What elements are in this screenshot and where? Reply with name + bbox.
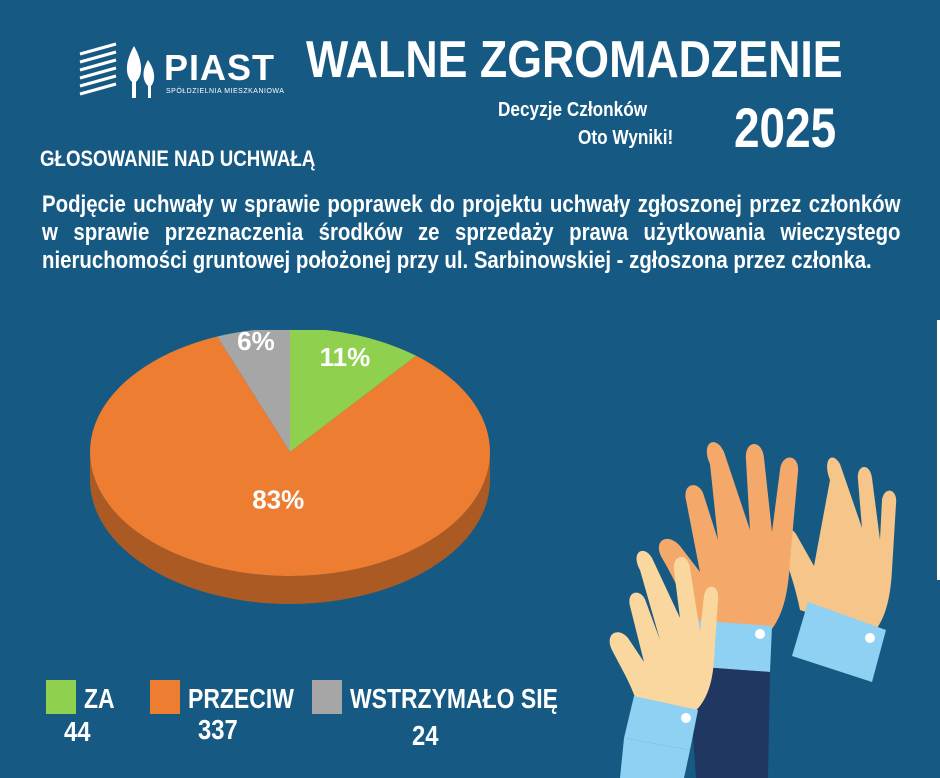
frame-edge xyxy=(937,320,940,580)
subtitle-line-1: Decyzje Członków xyxy=(498,99,648,121)
pie-slice-wstrzyma-o-si- xyxy=(217,330,290,452)
pie-slice-przeciw xyxy=(89,336,490,576)
vote-pie-chart: 11% 83% 6% xyxy=(89,330,490,604)
pie-label-2: 6% xyxy=(237,330,275,356)
legend-label-przeciw: PRZECIW xyxy=(188,683,294,714)
building-tree-icon xyxy=(79,42,155,98)
resolution-text: Podjęcie uchwały w sprawie poprawek do p… xyxy=(42,191,901,274)
legend-count-wstrzymalo: 24 xyxy=(412,720,439,751)
year-label: 2025 xyxy=(734,96,837,159)
pie-label-0: 11% xyxy=(320,342,371,372)
logo-subtitle: SPÓŁDZIELNIA MIESZKANIOWA xyxy=(166,88,285,95)
legend-label-za: ZA xyxy=(84,683,115,714)
section-label: GŁOSOWANIE NAD UCHWAŁĄ xyxy=(40,146,316,171)
pie-label-1: 83% xyxy=(252,485,304,515)
logo-name: PIAST xyxy=(164,47,276,88)
legend-count-przeciw: 337 xyxy=(198,714,238,745)
raised-hands-icon xyxy=(609,442,897,778)
piast-logo: PIAST SPÓŁDZIELNIA MIESZKANIOWA xyxy=(76,40,286,106)
main-title: WALNE ZGROMADZENIE xyxy=(306,31,843,89)
legend-count-za: 44 xyxy=(64,716,91,747)
legend-swatch-wstrzymalo xyxy=(312,680,342,714)
legend-swatch-za xyxy=(46,680,76,714)
pie-slice-za xyxy=(290,330,417,452)
legend-swatch-przeciw xyxy=(150,680,180,714)
subtitle-line-2: Oto Wyniki! xyxy=(578,127,674,149)
hand-left xyxy=(609,550,719,778)
legend-label-wstrzymalo: WSTRZYMAŁO SIĘ xyxy=(350,683,558,714)
hand-right xyxy=(777,457,897,682)
pie-side-1 xyxy=(90,452,490,604)
